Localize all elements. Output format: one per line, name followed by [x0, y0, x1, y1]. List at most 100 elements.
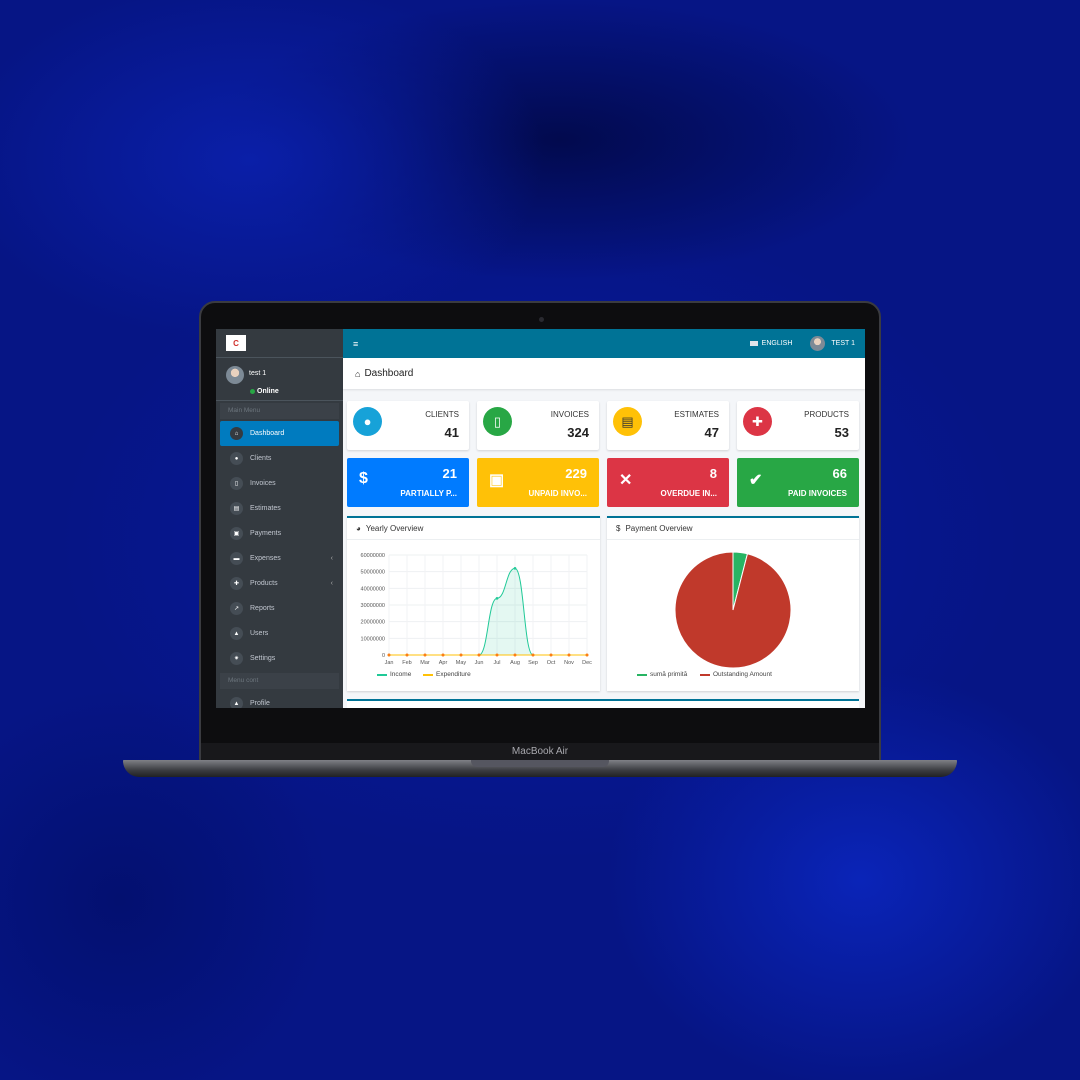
box-paid[interactable]: ✔ 66 PAID INVOICES [737, 458, 859, 507]
sidebar-item-clients[interactable]: ● Clients [220, 446, 339, 471]
top-user-menu[interactable]: TEST 1 [810, 336, 855, 351]
expenditure-point [459, 653, 463, 657]
box-label: PARTIALLY P... [400, 489, 457, 498]
sidebar-item-label: Payments [250, 530, 282, 537]
user-status: Online [250, 388, 279, 395]
status-dot-icon [250, 389, 255, 394]
bottom-card [347, 699, 859, 708]
flag-icon [749, 341, 758, 346]
legend-outstanding[interactable]: Outstanding Amount [700, 671, 772, 678]
card-title: Yearly Overview [365, 524, 424, 533]
credit-card-icon: ▬ [230, 552, 243, 565]
chevron-left-icon: ‹ [330, 580, 333, 587]
stat-label: INVOICES [550, 410, 589, 419]
sidebar-item-invoices[interactable]: ▯ Invoices [220, 471, 339, 496]
avatar [810, 336, 826, 351]
users-icon: ● [230, 452, 243, 465]
card-header: ◕ Yearly Overview [347, 518, 600, 540]
home-icon: ⌂ [230, 427, 243, 440]
stat-label: ESTIMATES [674, 410, 719, 419]
sidebar-item-products[interactable]: ✚ Products ‹ [220, 571, 339, 596]
camera [539, 317, 544, 322]
sidebar-item-label: Reports [250, 605, 275, 612]
x-tick-label: Apr [439, 660, 448, 666]
card-title: Payment Overview [625, 524, 693, 533]
sidebar-item-label: Invoices [250, 480, 276, 487]
sidebar-item-users[interactable]: ▲ Users [220, 621, 339, 646]
box-value: 66 [832, 466, 847, 481]
sidebar-item-payments[interactable]: ▣ Payments [220, 521, 339, 546]
brand[interactable]: C [216, 329, 343, 358]
money-icon: ▣ [489, 472, 505, 489]
x-tick-label: Feb [402, 660, 411, 666]
sidebar-item-label: Estimates [250, 505, 281, 512]
sidebar-item-expenses[interactable]: ▬ Expenses ‹ [220, 546, 339, 571]
expenditure-point [585, 653, 589, 657]
x-tick-label: Jan [385, 660, 394, 666]
user-icon: ▲ [230, 627, 243, 640]
box-partially-paid[interactable]: $ 21 PARTIALLY P... [347, 458, 469, 507]
income-point [513, 567, 517, 570]
stat-estimates[interactable]: ▤ ESTIMATES 47 [607, 401, 729, 450]
cogs-icon: ✷ [230, 652, 243, 665]
stat-value: 47 [704, 425, 719, 440]
user-panel: test 1 Online [216, 358, 343, 401]
list-icon: ▤ [230, 502, 243, 515]
yearly-overview-card: ◕ Yearly Overview 60000000 50000000 400000… [347, 516, 600, 691]
sidebar-item-label: Expenses [250, 555, 281, 562]
times-icon: ✕ [619, 472, 633, 489]
x-tick-label: Oct [547, 660, 556, 666]
stat-products[interactable]: ✚ PRODUCTS 53 [737, 401, 859, 450]
sidebar-item-settings[interactable]: ✷ Settings [220, 646, 339, 671]
nav-header-main: Main Menu [220, 403, 339, 419]
legend-received[interactable]: sumă primită [637, 671, 687, 678]
dollar-icon: $ [616, 524, 621, 533]
logo[interactable]: C [226, 335, 246, 351]
sidebar-item-profile[interactable]: ▲ Profile [220, 691, 339, 708]
pdf-icon: ▯ [483, 407, 512, 436]
expenditure-point [441, 653, 445, 657]
sidebar-item-label: Profile [250, 700, 270, 707]
avatar[interactable] [226, 366, 244, 384]
expenditure-point [567, 653, 571, 657]
y-tick-label: 30000000 [361, 603, 385, 609]
income-point [495, 597, 499, 600]
hamburger-icon[interactable]: ≡ [353, 338, 359, 349]
legend-swatch [700, 673, 710, 676]
box-value: 21 [442, 466, 457, 481]
laptop-base [123, 760, 957, 777]
check-icon: ✔ [749, 472, 763, 489]
box-value: 229 [565, 466, 587, 481]
expenditure-point [495, 653, 499, 657]
language-selector[interactable]: ENGLISH [749, 340, 792, 347]
x-tick-label: Mar [420, 660, 430, 666]
pie-chart-icon: ◕ [356, 524, 361, 533]
user-name[interactable]: test 1 [249, 370, 267, 377]
expenditure-point [513, 653, 517, 657]
sidebar-item-estimates[interactable]: ▤ Estimates [220, 496, 339, 521]
expenditure-point [531, 653, 535, 657]
file-icon: ▯ [230, 477, 243, 490]
box-unpaid[interactable]: ▣ 229 UNPAID INVO... [477, 458, 599, 507]
puzzle-icon: ✚ [743, 407, 772, 436]
sidebar: C test 1 Online Main Menu ⌂ Dashboard ● … [216, 329, 343, 708]
x-tick-label: Jul [493, 660, 500, 666]
x-tick-label: Nov [564, 660, 574, 666]
expenditure-point [549, 653, 553, 657]
stat-label: PRODUCTS [804, 410, 849, 419]
legend-expenditure[interactable]: Expenditure [423, 671, 471, 678]
sidebar-item-reports[interactable]: ↗ Reports [220, 596, 339, 621]
stat-clients[interactable]: ● CLIENTS 41 [347, 401, 469, 450]
box-overdue[interactable]: ✕ 8 OVERDUE IN... [607, 458, 729, 507]
x-tick-label: Jun [475, 660, 484, 666]
sidebar-item-dashboard[interactable]: ⌂ Dashboard [220, 421, 339, 446]
income-area [389, 568, 587, 655]
y-tick-label: 0 [382, 653, 385, 659]
legend-label: sumă primită [650, 671, 688, 678]
home-icon: ⌂ [355, 368, 361, 379]
users-icon: ● [353, 407, 382, 436]
legend-income[interactable]: Income [377, 671, 411, 678]
expenditure-point [405, 653, 409, 657]
payment-overview-card: $ Payment Overview sumă primită Outstand… [607, 516, 859, 691]
stat-invoices[interactable]: ▯ INVOICES 324 [477, 401, 599, 450]
